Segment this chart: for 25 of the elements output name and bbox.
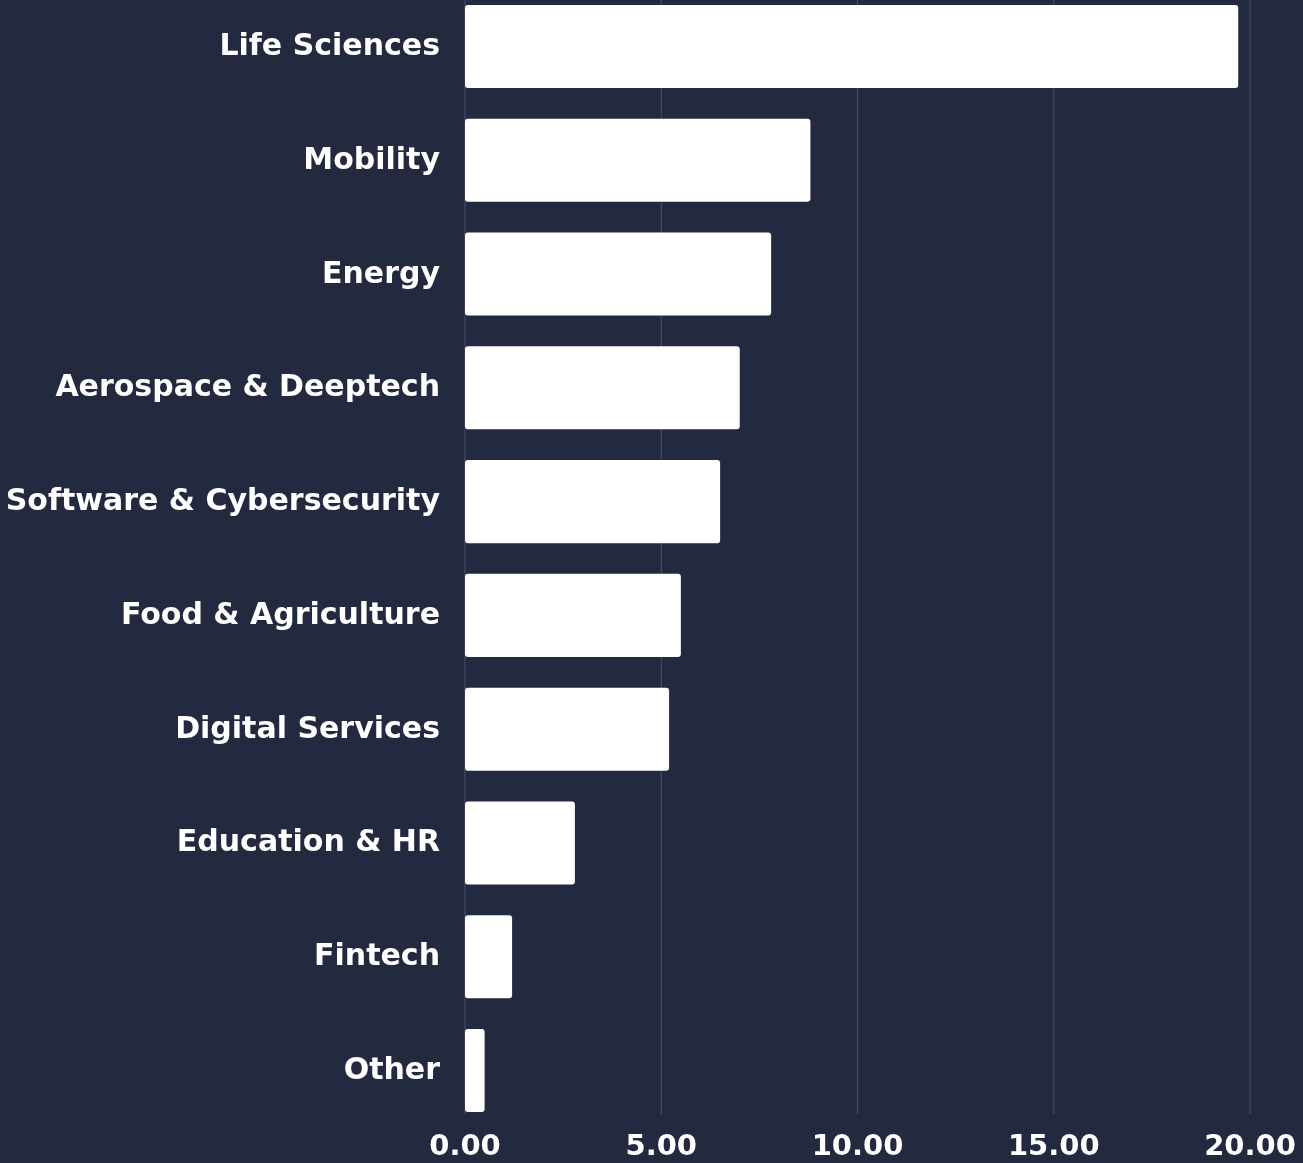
bar xyxy=(465,5,1239,89)
bar xyxy=(465,118,811,202)
bar xyxy=(465,687,670,771)
x-tick-label: 10.00 xyxy=(811,1128,904,1162)
bar xyxy=(465,801,575,885)
bar xyxy=(465,460,721,544)
x-tick-label: 0.00 xyxy=(429,1128,501,1162)
x-tick-label: 5.00 xyxy=(625,1128,698,1162)
y-tick-label: Education & HR xyxy=(176,823,440,859)
x-tick-label: 15.00 xyxy=(1007,1128,1100,1162)
y-tick-label: Energy xyxy=(321,254,441,290)
bar xyxy=(465,1028,485,1112)
y-tick-label: Food & Agriculture xyxy=(120,595,440,631)
bar xyxy=(465,346,740,430)
y-tick-label: Software & Cybersecurity xyxy=(5,482,441,518)
y-tick-label: Fintech xyxy=(314,937,440,973)
y-tick-label: Aerospace & Deeptech xyxy=(55,368,440,404)
y-tick-label: Life Sciences xyxy=(219,27,440,63)
bar xyxy=(465,915,513,999)
bar xyxy=(465,232,772,316)
bar xyxy=(465,573,681,657)
x-tick-label: 20.00 xyxy=(1204,1128,1296,1162)
y-tick-label: Digital Services xyxy=(175,709,440,745)
y-tick-label: Other xyxy=(343,1050,441,1086)
y-tick-label: Mobility xyxy=(303,140,441,176)
